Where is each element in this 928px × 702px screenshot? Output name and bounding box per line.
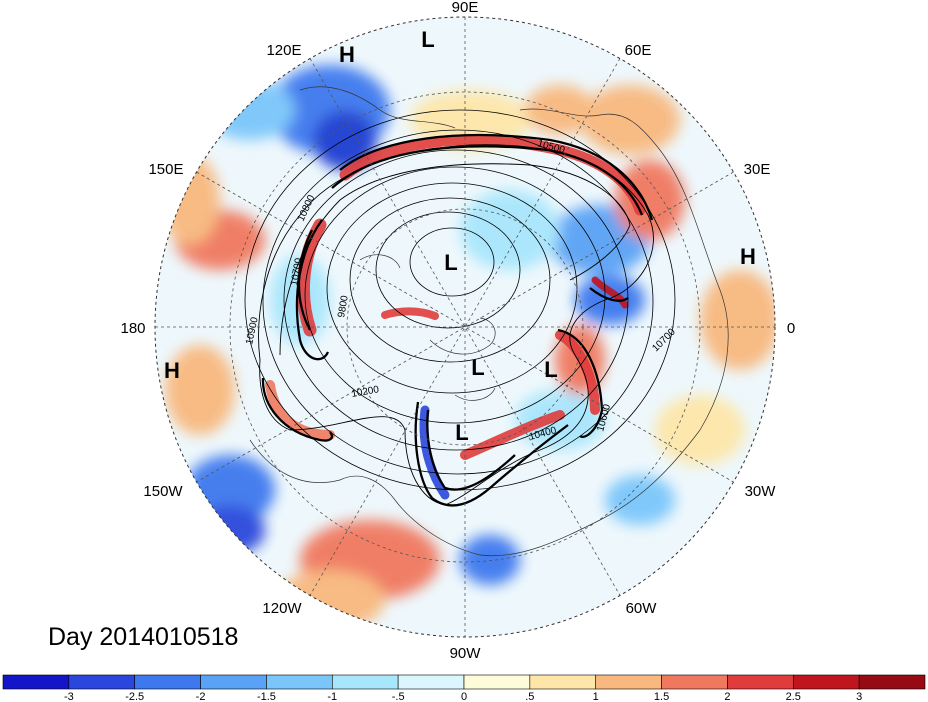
colorbar-tick-label: -2 xyxy=(196,691,206,702)
map-boundary xyxy=(154,16,776,638)
colorbar-tick-label: 0 xyxy=(461,691,467,702)
coastlines xyxy=(249,86,729,557)
lon-label-120w: 120W xyxy=(262,600,302,617)
colorbar-swatch xyxy=(134,674,201,690)
low-center-greenland: L xyxy=(471,355,484,380)
colorbar-swatch xyxy=(2,674,70,690)
contour-label: 10700 xyxy=(289,257,305,287)
longitude-labels: 90E 60E 30E 0 30W 60W 90W 120W 150W 180 … xyxy=(120,0,795,662)
lon-label-150e: 150E xyxy=(148,161,183,178)
colorbar-swatch xyxy=(661,674,728,690)
colorbar-tick-label: -.5 xyxy=(392,691,405,702)
contour-label: 10200 xyxy=(351,384,381,400)
colorbar-tick-label: -2.5 xyxy=(125,691,144,702)
colorbar-swatch xyxy=(792,674,860,690)
colorbar-tick-label: 2 xyxy=(724,691,730,702)
lon-label-30w: 30W xyxy=(745,483,777,500)
colorbar-tick-label: -1 xyxy=(327,691,337,702)
low-center-arctic: L xyxy=(444,250,457,275)
jet-streak-shading xyxy=(265,134,646,500)
lon-label-60w: 60W xyxy=(626,600,658,617)
colorbar-swatch xyxy=(595,674,662,690)
colorbar-tick-label: -3 xyxy=(64,691,74,702)
lon-label-0: 0 xyxy=(787,320,795,337)
high-center-left: H xyxy=(164,358,180,383)
colorbar-tick-label: 1.5 xyxy=(654,691,669,702)
low-center-top: L xyxy=(421,27,434,52)
colorbar: -3 -2.5 -2 -1.5 -1 -.5 0 .5 1 1.5 2 2.5 3 xyxy=(2,674,926,702)
colorbar-swatch xyxy=(397,674,465,690)
colorbar-tick-label: -1.5 xyxy=(257,691,276,702)
low-center-hudson: L xyxy=(455,420,468,445)
lon-label-90w: 90W xyxy=(450,645,482,662)
colorbar-tick-label: 2.5 xyxy=(786,691,801,702)
jet-isotachs xyxy=(261,133,654,507)
colorbar-swatch xyxy=(858,674,926,690)
lon-label-150w: 150W xyxy=(143,483,183,500)
pressure-centers: H L H H L L L L xyxy=(164,27,756,445)
lon-label-60e: 60E xyxy=(625,42,652,59)
low-center-atlantic: L xyxy=(544,357,557,382)
day-label: Day 2014010518 xyxy=(48,623,238,651)
colorbar-tick-label: .5 xyxy=(525,691,534,702)
lon-label-120e: 120E xyxy=(266,42,301,59)
colorbar-swatch xyxy=(463,674,531,690)
high-center-top: H xyxy=(339,42,355,67)
contour-label: 9800 xyxy=(336,294,351,318)
lon-label-90e: 90E xyxy=(452,0,479,16)
colorbar-swatch xyxy=(200,674,267,690)
colorbar-swatch xyxy=(529,674,597,690)
colorbar-swatch xyxy=(727,674,794,690)
colorbar-tick-label: 3 xyxy=(856,691,862,702)
colorbar-swatch xyxy=(68,674,136,690)
colorbar-swatch xyxy=(266,674,333,690)
lon-label-30e: 30E xyxy=(744,161,771,178)
high-center-right: H xyxy=(740,244,756,269)
lon-label-180: 180 xyxy=(120,320,145,337)
colorbar-tick-label: 1 xyxy=(593,691,599,702)
graticule xyxy=(155,17,775,637)
colorbar-swatch xyxy=(331,674,399,690)
